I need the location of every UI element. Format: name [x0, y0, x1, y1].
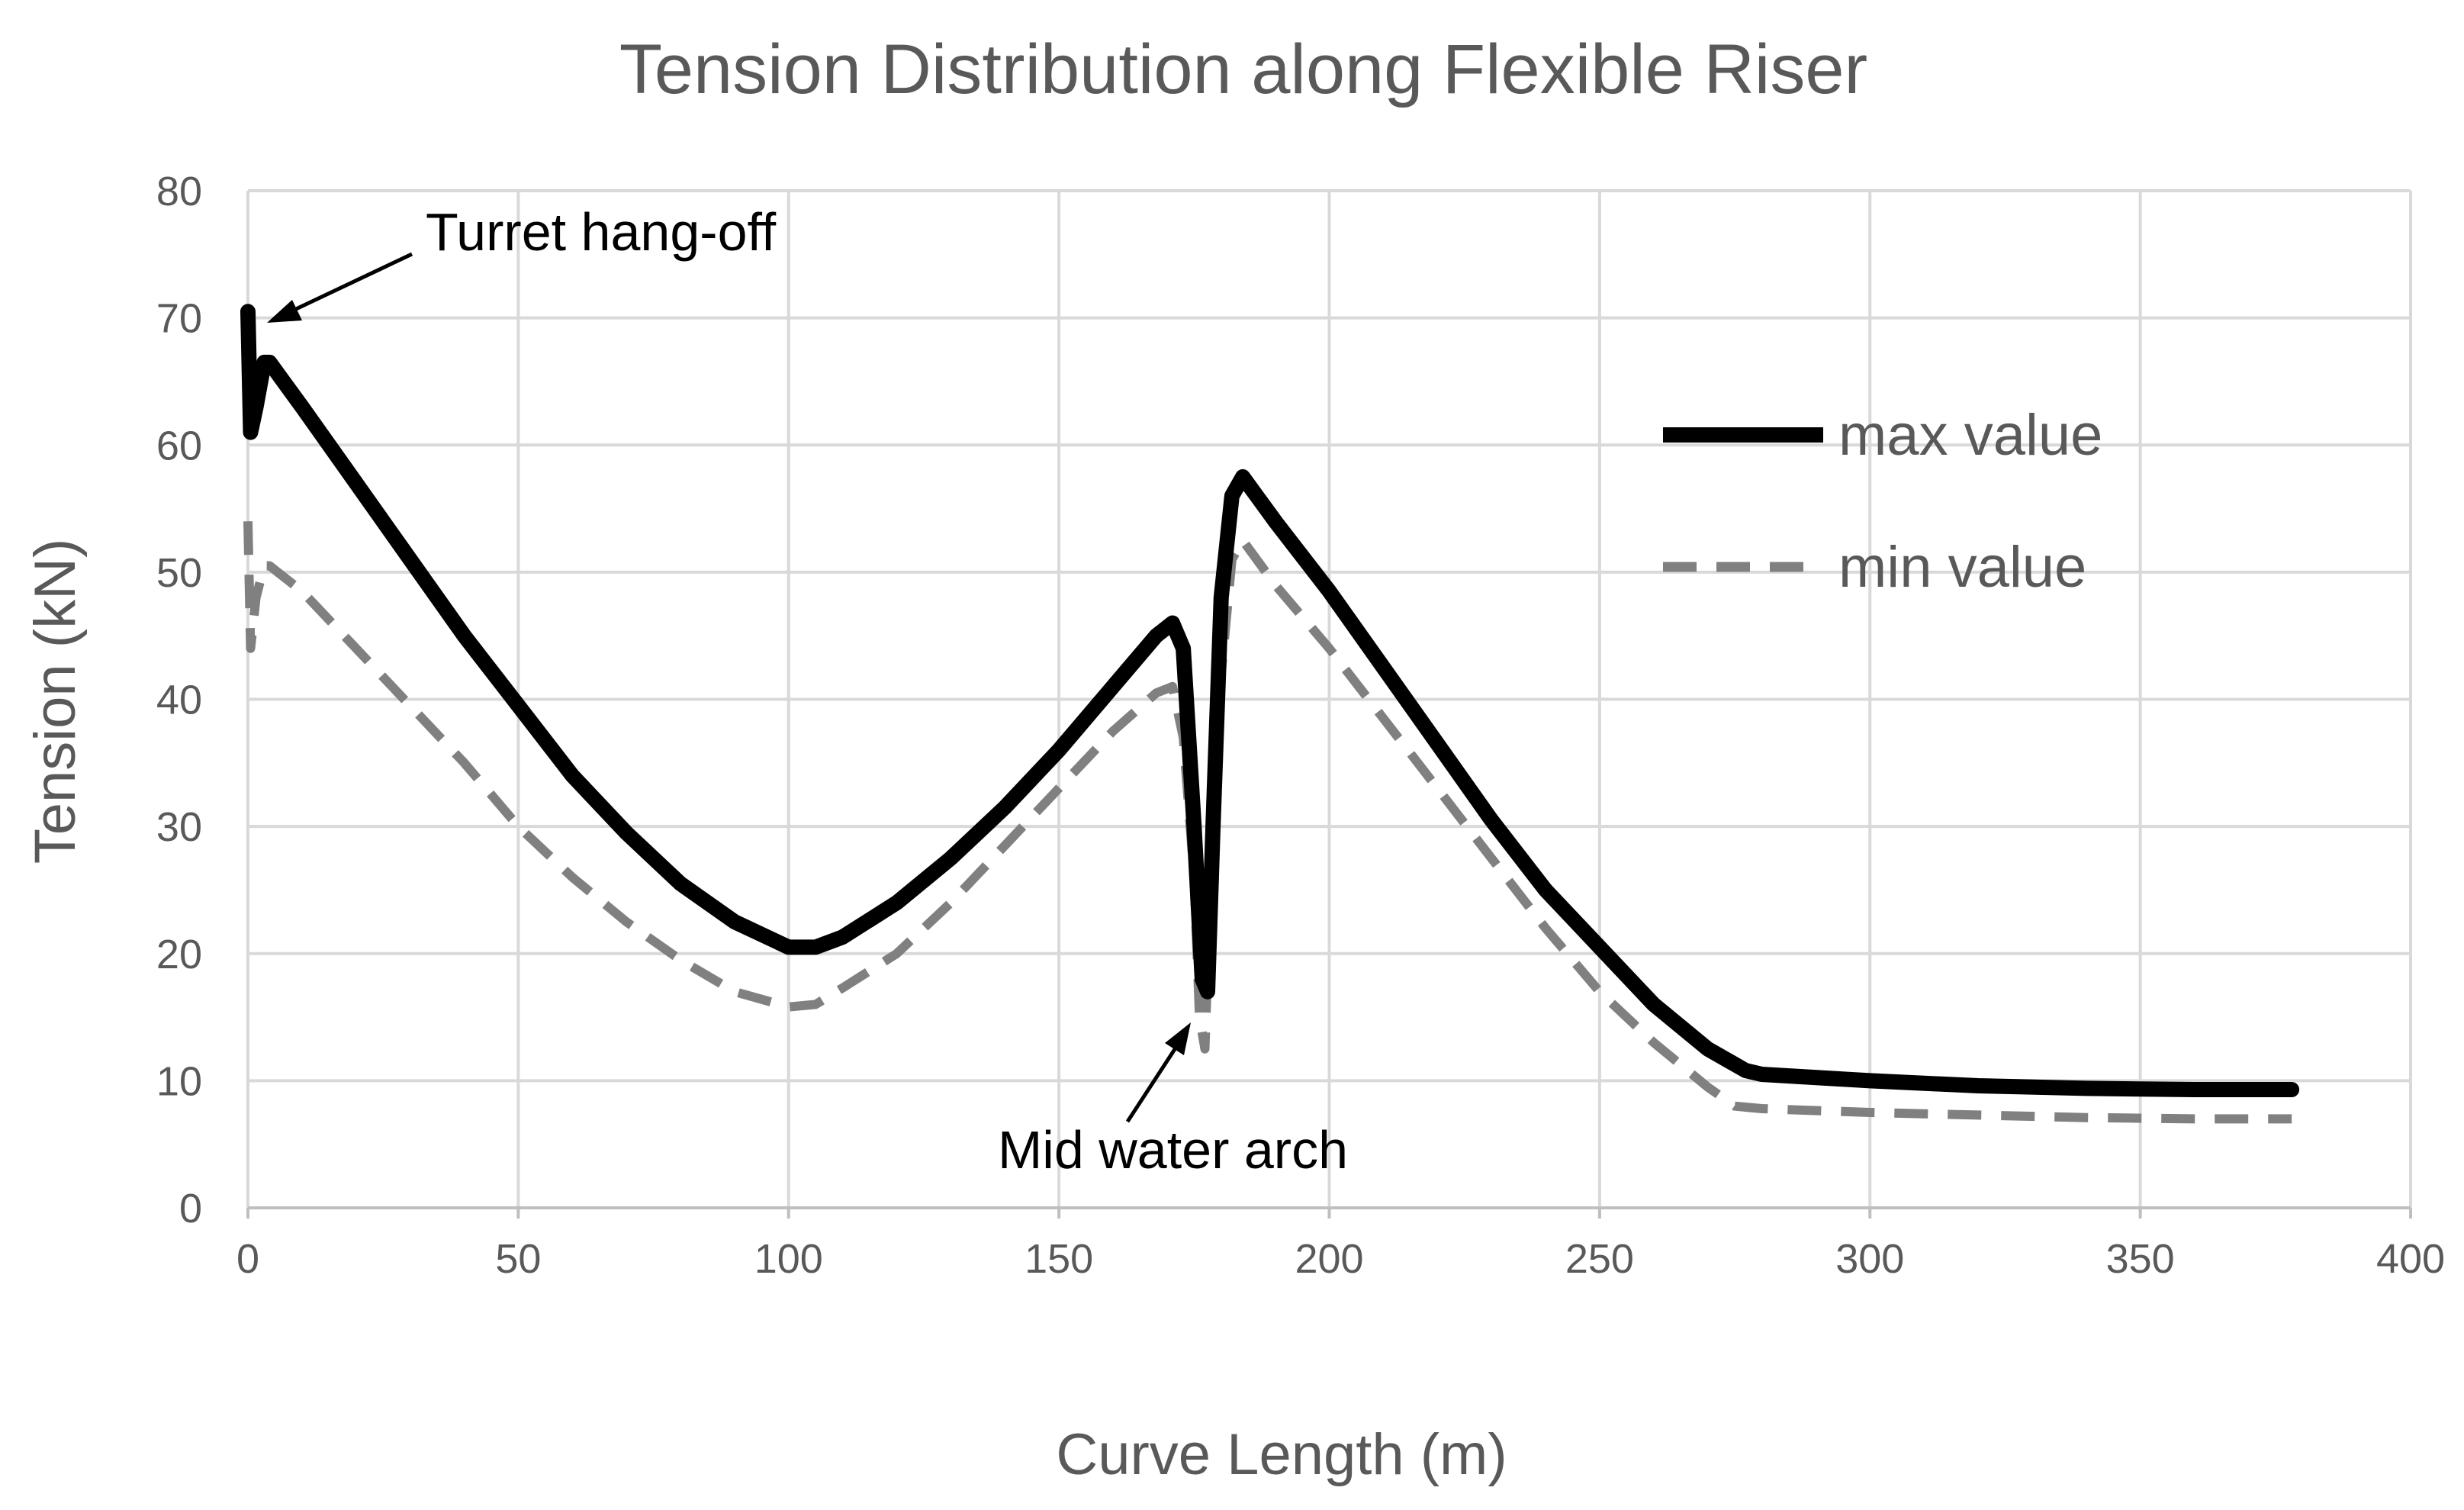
x-tick-label: 50	[495, 1236, 541, 1282]
y-tick-label: 20	[156, 932, 202, 977]
x-tick-label: 350	[2106, 1236, 2175, 1282]
legend-label-max: max value	[1838, 403, 2102, 468]
x-tick-label: 400	[2376, 1236, 2445, 1282]
gridlines	[246, 189, 2412, 1208]
y-tick-label: 80	[156, 169, 202, 214]
y-tick-label: 60	[156, 423, 202, 468]
turret-arrow-line	[294, 252, 413, 311]
y-tick-label: 40	[156, 678, 202, 723]
y-tick-label: 30	[156, 804, 202, 850]
legend-label-min: min value	[1838, 535, 2086, 600]
x-tick-label: 0	[236, 1236, 259, 1282]
series-layer	[240, 304, 2300, 1124]
y-tick-label: 10	[156, 1058, 202, 1104]
x-tick-label: 150	[1025, 1236, 1093, 1282]
x-tick-label: 250	[1565, 1236, 1634, 1282]
x-tick-label: 100	[754, 1236, 823, 1282]
mid-water-arch-label: Mid water arch	[998, 1120, 1348, 1180]
x-axis-title: Curve Length (m)	[1056, 1422, 1507, 1487]
turret-hang-off-label: Turret hang-off	[426, 202, 777, 262]
turret-arrowhead	[267, 300, 302, 323]
y-tick-label: 0	[179, 1186, 202, 1232]
x-tick-label: 300	[1835, 1236, 1904, 1282]
annotation-mid-water-arch: Mid water arch	[998, 1022, 1348, 1180]
chart-title: Tension Distribution along Flexible Rise…	[619, 31, 1867, 108]
x-axis-ticks: 0 50 100 150 200 250 300 350 400	[236, 1208, 2445, 1282]
y-tick-label: 50	[156, 550, 202, 596]
arch-arrowhead	[1165, 1022, 1191, 1055]
x-tick-label: 200	[1295, 1236, 1363, 1282]
series-min-value-line	[243, 521, 2292, 1124]
y-axis-title: Tension (kN)	[23, 539, 88, 864]
y-axis-ticks: 0 10 20 30 40 50 60 70 80	[156, 169, 202, 1232]
annotation-turret: Turret hang-off	[267, 202, 777, 323]
series-max-value-line	[240, 304, 2300, 1097]
y-tick-label: 70	[156, 296, 202, 342]
arch-arrow-line	[1125, 1048, 1177, 1123]
legend: max value min value	[1663, 403, 2102, 600]
